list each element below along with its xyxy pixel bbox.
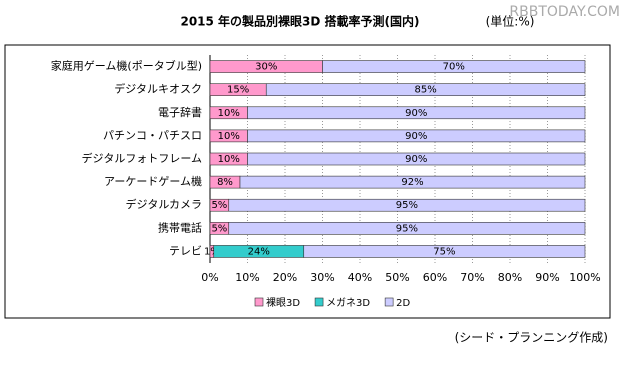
category-label: パチンコ・パチスロ <box>103 129 202 142</box>
bar-segment <box>228 222 586 235</box>
legend-swatch <box>384 297 394 307</box>
x-tick-label: 0% <box>201 271 218 284</box>
data-label: 75% <box>433 246 455 257</box>
x-tick-label: 60% <box>423 271 447 284</box>
bar-segment <box>322 60 586 73</box>
unit-label: (単位:%) <box>486 14 535 29</box>
category-label: 携帯電話 <box>158 220 202 234</box>
legend-swatch <box>314 297 324 307</box>
source: (シード・プランニング作成) <box>455 331 608 345</box>
category-label: アーケードゲーム機 <box>104 174 202 188</box>
bar-segment <box>239 175 586 189</box>
x-tick-label: 90% <box>535 271 559 284</box>
legend-label: 2D <box>396 298 410 309</box>
x-tick-label: 10% <box>235 271 259 284</box>
data-label: 10% <box>218 131 240 142</box>
x-tick-label: 100% <box>569 271 600 284</box>
data-label: 10% <box>218 108 240 119</box>
data-label: 8% <box>217 177 233 188</box>
legend-label: 裸眼3D <box>266 296 300 309</box>
data-label: 5% <box>211 200 227 211</box>
bar-segment <box>265 83 586 96</box>
x-tick-label: 30% <box>310 271 334 284</box>
bar-segment <box>247 106 586 120</box>
bar-segment <box>228 198 586 212</box>
bar-segment <box>303 245 586 258</box>
data-label: 90% <box>405 154 427 165</box>
data-label: 10% <box>218 154 240 165</box>
data-label: 95% <box>396 223 418 234</box>
data-label: 95% <box>396 200 418 211</box>
data-label: 70% <box>443 62 465 73</box>
data-label: 5% <box>211 223 227 234</box>
legend-label: メガネ3D <box>326 297 370 309</box>
category-label: 家庭用ゲーム機(ポータブル型) <box>51 59 202 73</box>
data-label: 1% <box>204 246 220 257</box>
category-label: デジタルキオスク <box>114 82 202 96</box>
x-tick-label: 40% <box>348 271 372 284</box>
data-label: 90% <box>405 131 427 142</box>
data-label: 15% <box>227 85 249 96</box>
x-tick-label: 20% <box>273 271 297 284</box>
data-label: 30% <box>255 62 277 73</box>
category-label: デジタルカメラ <box>126 197 202 211</box>
bar-segment <box>247 152 586 166</box>
category-label: デジタルフォトフレーム <box>82 151 202 165</box>
category-label: 電子辞書 <box>158 105 202 119</box>
data-label: 24% <box>248 246 270 257</box>
data-label: 85% <box>415 85 437 96</box>
x-tick-label: 50% <box>385 271 409 284</box>
data-label: 92% <box>401 177 423 188</box>
x-tick-label: 70% <box>460 271 484 284</box>
legend-swatch <box>254 297 264 307</box>
watermark: RBBTODAY.COM <box>509 4 620 20</box>
x-tick-label: 80% <box>498 271 522 284</box>
chart-frame <box>4 44 611 319</box>
category-label: テレビ <box>169 244 202 257</box>
data-label: 90% <box>405 108 427 119</box>
chart-title: 2015 年の製品別裸眼3D 搭載率予測(国内) <box>180 14 419 29</box>
bar-segment <box>247 129 586 143</box>
